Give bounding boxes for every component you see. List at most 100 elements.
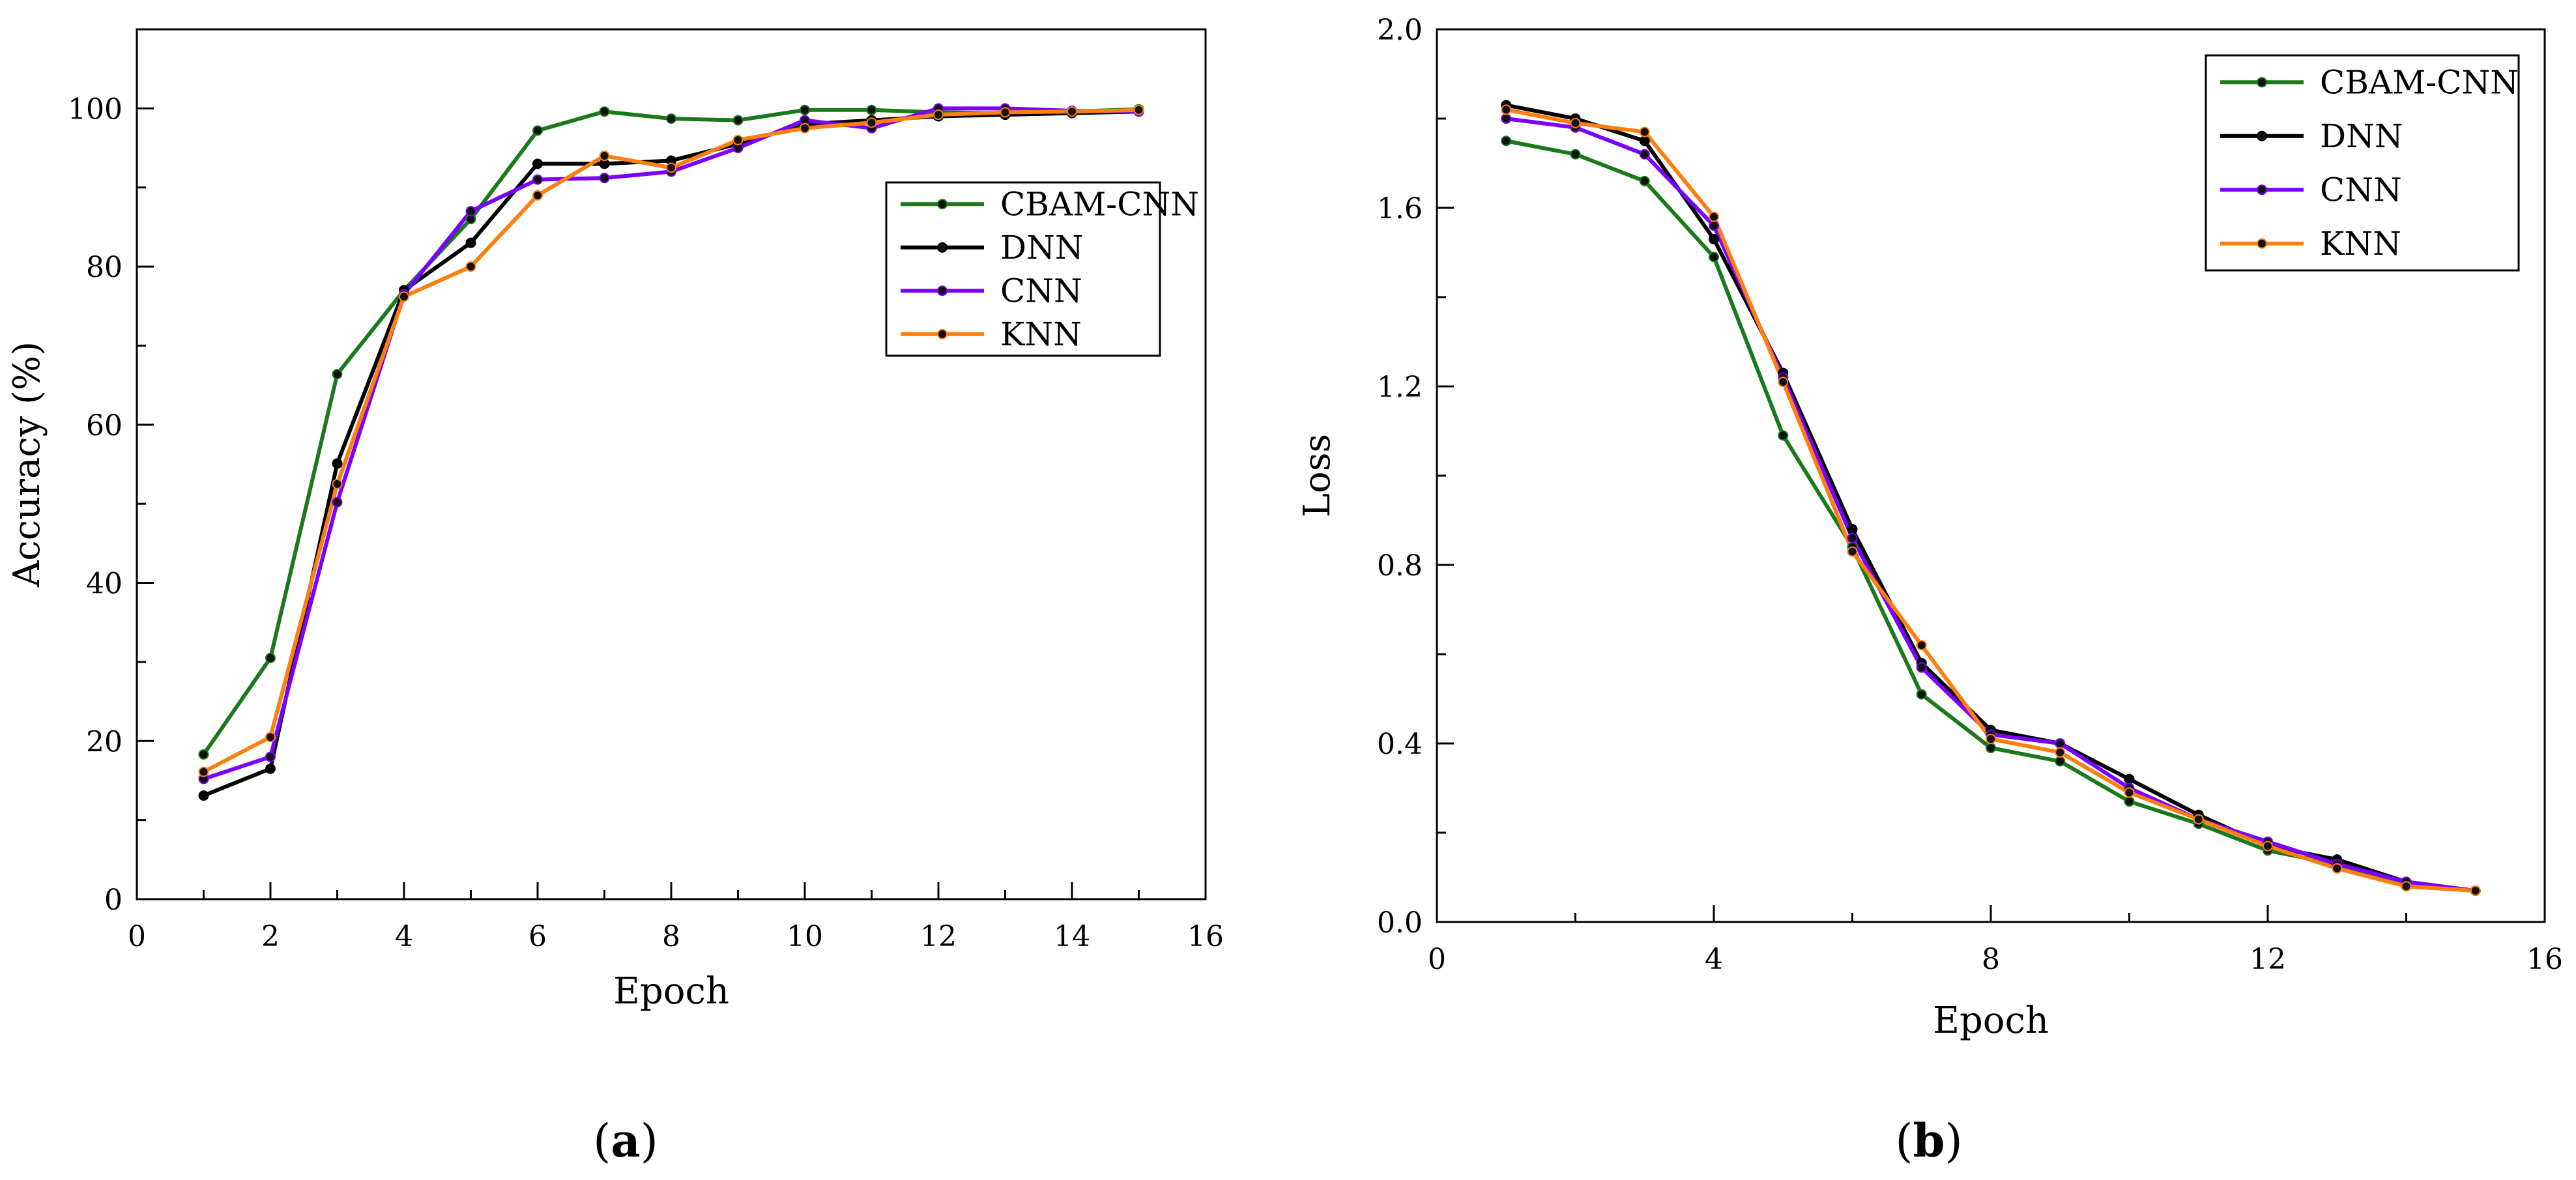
loss-chart-panel: 0 4 8 12 16 0.0 0.4 0.8 1.2 1.6 2.0 Epoch Loss CBAM-C… [1296, 14, 2563, 1168]
panel-a-y-tick-label: 60 [86, 409, 123, 442]
panel-b-series-knn-point [2124, 787, 2135, 798]
panel-b-y-tick-label: 1.6 [1377, 192, 1423, 225]
panel-b-series-knn-point [1986, 734, 1996, 745]
panel-b-series-cnn-point [1709, 220, 1719, 231]
panel-a-series-dnn-point [265, 763, 276, 774]
panel-b-x-tick-label: 12 [2250, 943, 2286, 976]
panel-b-y-axis-title: Loss [1296, 434, 1339, 517]
panel-a-x-tick-label: 0 [128, 920, 146, 953]
panel-b-series-knn-point [2332, 863, 2343, 874]
panel-a-series-dnn-point [465, 237, 476, 248]
panel-a-legend-knn-marker [937, 328, 948, 339]
panel-b-series-cbam-cnn-point [1570, 149, 1581, 160]
panel-a-series-cbam-cnn-point [666, 113, 676, 124]
panel-b-x-tick-label: 0 [1428, 943, 1446, 976]
panel-a-series-knn-point [399, 291, 409, 302]
panel-b-x-tick-label: 4 [1705, 943, 1723, 976]
panel-a-series-knn-point [800, 122, 810, 134]
panel-b-y-tick-label: 0.0 [1377, 906, 1423, 940]
panel-b-series-cbam-cnn-point [1709, 252, 1719, 263]
panel-b-legend-dnn-marker [2257, 130, 2267, 141]
panel-b-legend-box [2205, 54, 2520, 272]
panel-a-series-knn-point [1067, 106, 1077, 117]
panel-a-series-dnn-point [198, 790, 209, 801]
panel-b-series-knn-point [1709, 211, 1719, 222]
panel-b-series-cbam-cnn-point [1639, 175, 1650, 186]
panel-b-series-cbam-cnn-point [1916, 689, 1927, 700]
panel-a-series-knn-point [666, 162, 676, 173]
panel-b-series-dnn-point [1847, 524, 1858, 535]
panel-a-x-tick-label: 4 [395, 920, 413, 953]
panel-a-legend-cbam-cnn-marker [937, 199, 948, 210]
panel-b-series-knn-point [2263, 841, 2273, 852]
panel-b-series-knn-point [1639, 126, 1650, 137]
panel-a-legend-dnn-marker [937, 242, 948, 253]
panel-b-series-knn-point [2055, 747, 2066, 758]
panel-b-legend-cnn-label: CNN [2320, 171, 2402, 209]
panel-a-legend-dnn-label: DNN [1000, 229, 1084, 266]
panel-a-x-tick-label: 8 [662, 920, 680, 953]
panel-a-series-dnn-point [532, 158, 543, 169]
panel-a-series-knn-point [465, 261, 476, 272]
panel-a-panel-label: (a) [593, 1114, 658, 1168]
panel-b-legend-knn-label: KNN [2320, 225, 2401, 263]
panel-a-series-knn-point [265, 732, 276, 743]
panel-b-legend-dnn-label: DNN [2320, 117, 2403, 155]
panel-a-series-knn-point [599, 151, 610, 162]
panel-a-series-knn-point [1000, 107, 1011, 118]
panel-a-series-cbam-cnn-point [332, 369, 343, 380]
panel-a-series-cnn-point [265, 751, 276, 762]
panel-a-series-knn-point [732, 134, 744, 145]
panel-b-series-knn-point [1501, 104, 1512, 115]
panel-b-series-knn-point [1916, 640, 1927, 651]
panel-b-y-tick-label: 0.4 [1377, 728, 1423, 761]
panel-b-series-dnn-point [1639, 136, 1650, 147]
panel-a-series-knn-point [866, 117, 877, 128]
panel-a-series-knn-point [332, 478, 343, 489]
panel-a-x-axis-title: Epoch [613, 970, 729, 1013]
panel-a-series-knn-point [532, 190, 543, 201]
panel-a-series-knn-point [1133, 104, 1144, 115]
panel-a-legend-box [885, 181, 1161, 357]
panel-a-series-cbam-cnn-point [599, 106, 610, 117]
panel-a-series-cbam-cnn-point [732, 115, 744, 126]
panel-b-legend-knn-marker [2257, 238, 2267, 249]
panel-a-y-axis-title: Accuracy (%) [6, 341, 48, 588]
panel-a-x-tick-label: 10 [787, 920, 823, 953]
panel-b-y-tick-label: 1.2 [1377, 371, 1423, 404]
panel-b-x-tick-label: 16 [2526, 943, 2563, 976]
panel-b-series-knn-point [2193, 814, 2204, 825]
panel-a-legend-cbam-cnn-label: CBAM-CNN [1000, 185, 1199, 223]
panel-b-y-tick-label: 2.0 [1377, 14, 1423, 47]
panel-a-series-cbam-cnn-point [866, 104, 877, 115]
panel-b-series-cbam-cnn-point [1501, 136, 1512, 147]
panel-a-series-cnn-point [465, 206, 476, 217]
panel-a-y-tick-label: 0 [104, 884, 123, 917]
panel-a-series-knn-point [198, 766, 209, 777]
panel-b-y-tick-label: 0.8 [1377, 549, 1423, 583]
panel-b-legend-cbam-cnn-label: CBAM-CNN [2320, 63, 2519, 101]
panel-a-y-tick-label: 80 [86, 251, 123, 284]
panel-b-series-cbam-cnn-point [1778, 430, 1789, 441]
panel-b-panel-label: (b) [1895, 1114, 1963, 1168]
panel-b-series-cbam-cnn-point [2055, 756, 2066, 767]
panel-a-series-cbam-cnn-point [532, 125, 543, 136]
panel-a-series-dnn-point [332, 458, 343, 469]
panel-b-series-knn-point [2470, 885, 2481, 897]
panel-b-series-cnn-point [1916, 662, 1927, 673]
panel-b-legend-cbam-cnn-marker [2257, 77, 2267, 88]
panel-b-series-knn-point [2401, 881, 2412, 892]
panel-b-series-cbam-cnn-point [1986, 742, 1996, 753]
panel-a-x-tick-label: 6 [528, 920, 547, 953]
panel-b-x-tick-label: 8 [1982, 943, 2000, 976]
panel-a-x-tick-label: 14 [1054, 920, 1090, 953]
panel-b-series-dnn-point [1709, 233, 1719, 244]
panel-a-legend-knn-label: KNN [1000, 315, 1082, 353]
panel-a-series-cbam-cnn-point [198, 749, 209, 760]
panel-b-legend-cnn-marker [2257, 184, 2267, 195]
panel-a-y-tick-label: 40 [86, 568, 123, 601]
panel-a-x-tick-label: 16 [1187, 920, 1224, 953]
panel-b-series-cnn-point [1501, 113, 1512, 124]
panel-b-series-knn-point [1847, 546, 1858, 557]
